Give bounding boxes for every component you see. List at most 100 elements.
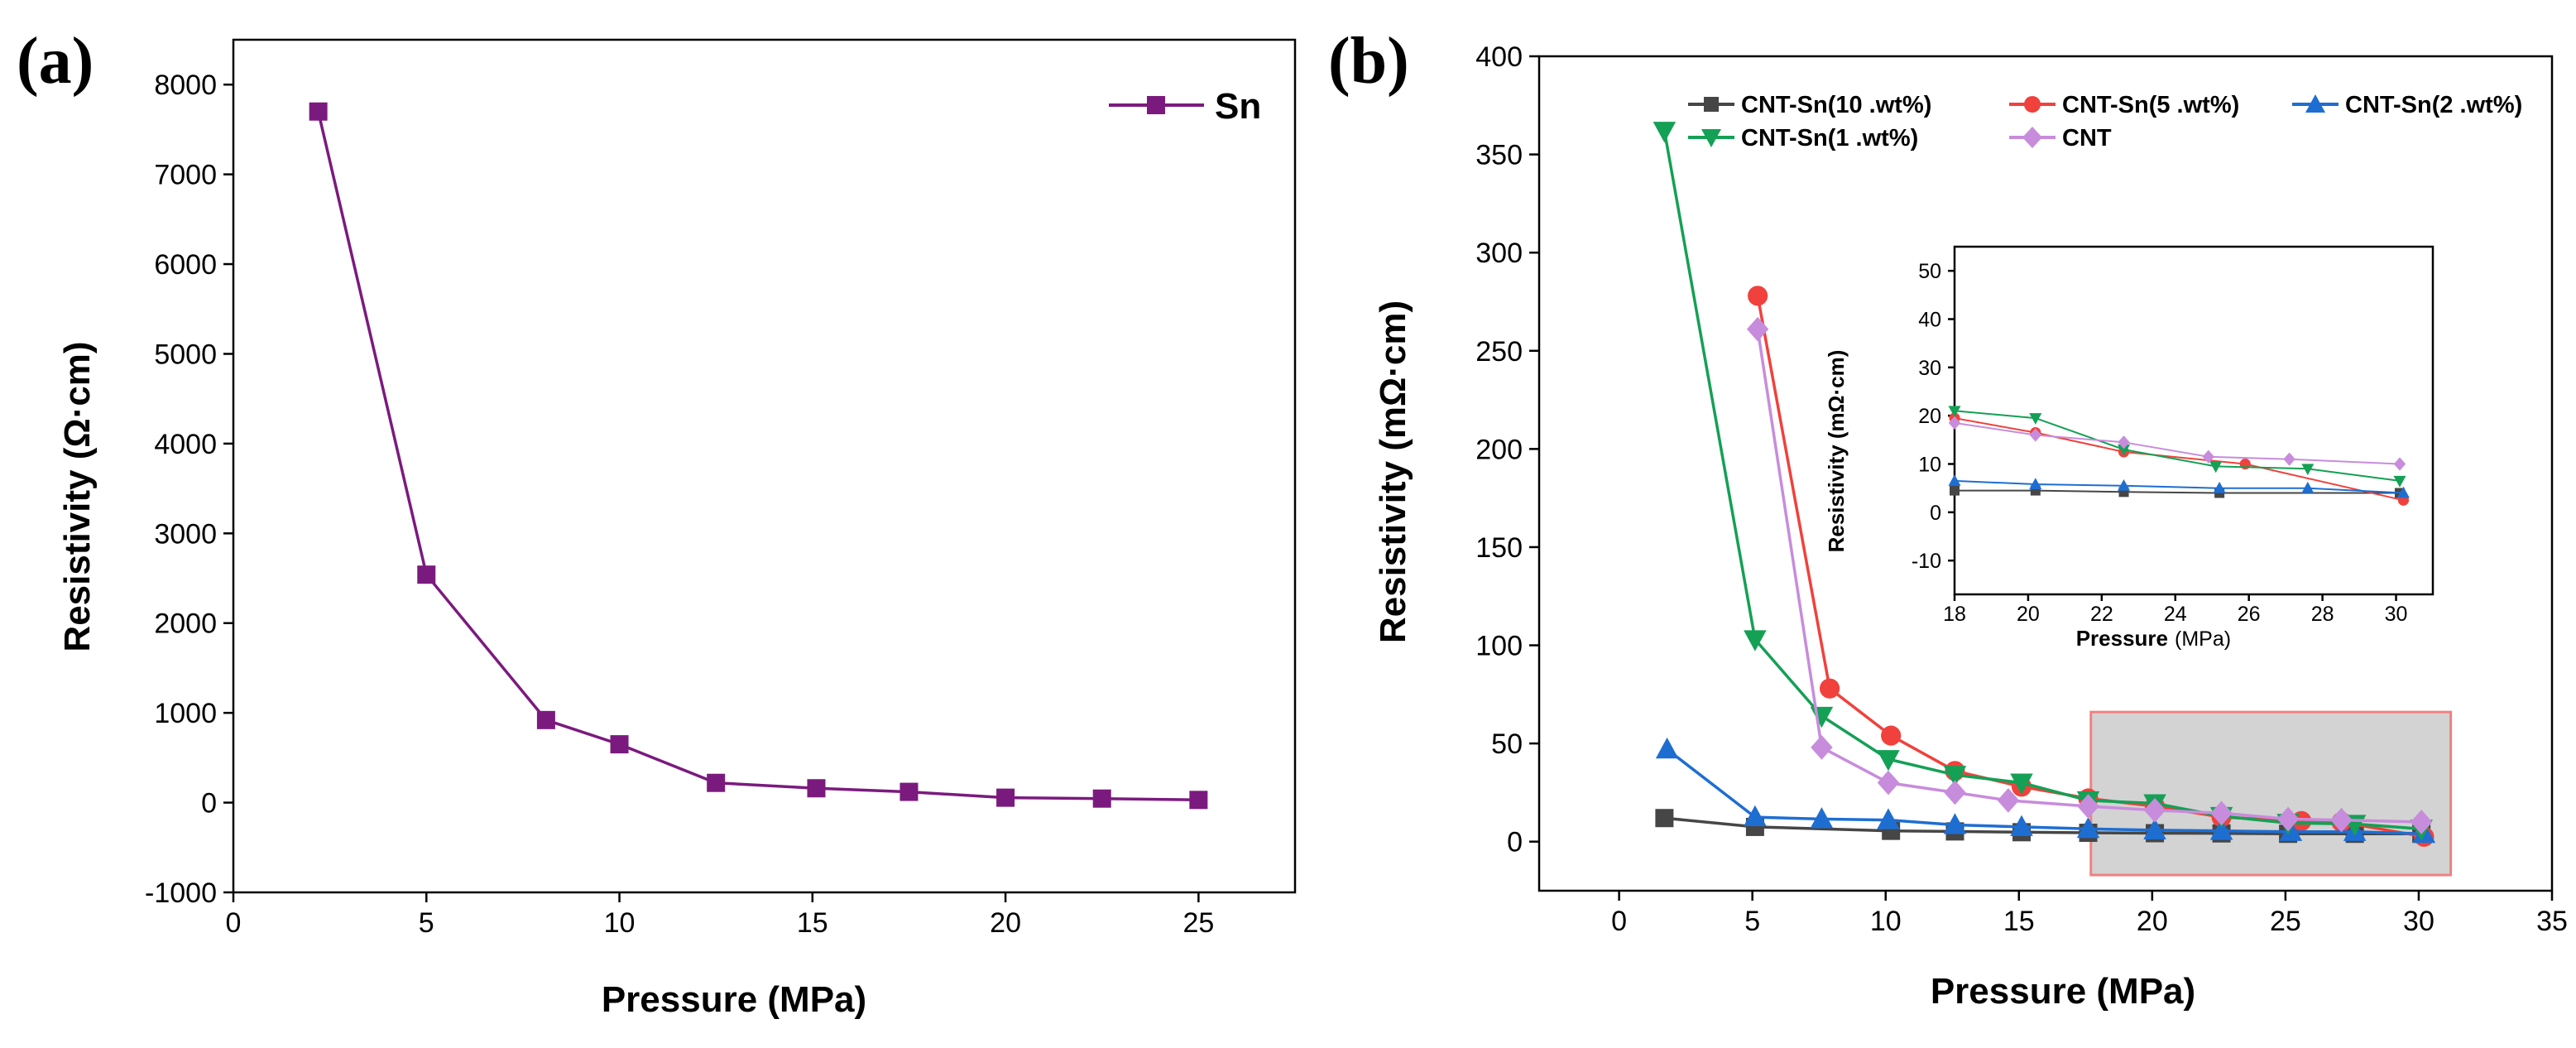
inset-series-cnt [1948, 416, 2406, 471]
legend-cnt-sn-1-marker [1701, 129, 1721, 147]
panel-b-y-tick-label: 350 [1475, 140, 1523, 171]
inset-point-cnt-sn-1-wt [2209, 461, 2223, 474]
inset-x-tick-label: 22 [2090, 603, 2113, 626]
panel-a-y-tick-label: 8000 [154, 70, 217, 101]
panel-b-legend: CNT-Sn(10 .wt%) CNT-Sn(5 .wt%) CNT-Sn(2 … [1688, 92, 2522, 151]
panel-b-point-cnt [2276, 806, 2300, 832]
inset-point-cnt-sn-1-wt [2393, 475, 2406, 488]
panel-a-frame [232, 38, 1297, 894]
panel-a-point-sn [707, 773, 726, 792]
legend-cnt-sn-10-label: CNT-Sn(10 .wt%) [1741, 92, 1931, 118]
legend-sn-label: Sn [1215, 86, 1261, 127]
inset-point-cnt [2118, 435, 2130, 449]
panel-b-point-cnt [1944, 780, 1966, 805]
inset-point-cnt-sn-2-wt [2396, 486, 2410, 498]
panel-a-point-sn [536, 710, 555, 729]
inset-point-cnt-sn-10-wt [1950, 485, 1960, 496]
inset-point-cnt-sn-2-wt [2301, 481, 2315, 493]
inset-point-cnt-sn-1-wt [2029, 413, 2042, 425]
panel-b-line-cnt-sn-2-wt [1666, 748, 2425, 835]
panel-b-x-tick-label: 30 [2403, 906, 2434, 937]
inset-x-tick-label: 20 [2017, 603, 2040, 626]
legend-cnt-sn-2-marker [2305, 94, 2325, 113]
panel-b-point-cnt-sn-2-wt [1655, 737, 1679, 759]
panel-a-y-tick-label: 2000 [154, 608, 217, 640]
panel-b-point-cnt [2210, 800, 2233, 826]
panel-b-y-tick-label: 400 [1475, 41, 1523, 73]
panel-b-y-tick-label: 100 [1475, 631, 1523, 662]
panel-a-point-sn [996, 788, 1015, 807]
legend-cnt-sn-10-marker [1704, 97, 1719, 112]
panel-a-x-tick-label: 0 [226, 907, 242, 939]
panel-a-label: (a) [17, 25, 94, 98]
inset-line-cnt-sn-1-wt [1954, 410, 2401, 482]
inset-x-tick-label: 18 [1943, 603, 1966, 626]
panel-b-point-cnt-sn-5-wt [1748, 286, 1768, 306]
panel-b-x-tick-label: 35 [2536, 906, 2568, 937]
panel-b-point-cnt-sn-1-wt [1877, 750, 1900, 772]
panel-b-x-tick-label: 15 [2003, 906, 2035, 937]
panel-b-series-cnt [1746, 316, 2433, 834]
panel-b-point-cnt [1811, 735, 1833, 760]
panel-b-point-cnt-sn-2-wt [2010, 815, 2033, 836]
panel-b-point-cnt [1877, 770, 1900, 796]
inset-point-cnt [2393, 457, 2406, 471]
panel-b-x-tick-label: 10 [1870, 906, 1902, 937]
panel-a-y-tick-label: 1000 [154, 698, 217, 729]
inset-x-axis-title: Pressure [2076, 626, 2168, 651]
panel-b-line-cnt-sn-1-wt [1662, 130, 2422, 831]
panel-a-point-sn [309, 102, 328, 121]
inset-y-tick-label: 40 [1918, 309, 1941, 332]
inset-series-cnt-sn-1-wt [1948, 406, 2406, 488]
panel-b-y-tick-label: 250 [1475, 336, 1523, 368]
panel-a-x-axis-title: Pressure (MPa) [602, 979, 866, 1020]
panel-b-y-tick-label: 300 [1475, 238, 1523, 269]
inset-x-tick-label: 28 [2311, 603, 2334, 626]
panel-a-point-sn [610, 735, 629, 754]
panel-b-y-tick-label: 200 [1475, 434, 1523, 465]
panel-b-point-cnt-sn-2-wt [2143, 818, 2166, 839]
inset-y-tick-label: 0 [1930, 502, 1941, 525]
inset-point-cnt [1948, 416, 1961, 430]
panel-b-point-cnt [2410, 810, 2433, 834]
panel-b-y-tick-label: 0 [1507, 827, 1523, 858]
inset-y-tick-label: -10 [1912, 550, 1941, 573]
panel-b-y-tick-label: 150 [1475, 532, 1523, 564]
inset-x-tick-label: 26 [2238, 603, 2261, 626]
inset-point-cnt-sn-1-wt [1948, 406, 1961, 418]
panel-a-y-tick-label: 5000 [154, 339, 217, 370]
panel-a-x-tick-label: 15 [797, 907, 828, 939]
panel-b-point-cnt-sn-2-wt [1943, 813, 1967, 834]
legend-cnt-sn-5: CNT-Sn(5 .wt%) [2009, 92, 2239, 118]
panel-a-x-tick-label: 20 [990, 907, 1021, 939]
panel-a-point-sn [899, 782, 919, 801]
panel-a-line-sn [316, 111, 1199, 802]
inset-point-cnt [2202, 449, 2214, 464]
legend-cnt: CNT [2009, 125, 2112, 151]
panel-b-point-cnt-sn-5-wt [1881, 725, 1902, 746]
panel-b-point-cnt-sn-1-wt [2010, 773, 2033, 795]
panel-a-y-tick-label: 6000 [154, 249, 217, 281]
panel-b-label: (b) [1328, 25, 1409, 98]
panel-b-point-cnt-sn-2-wt [1744, 805, 1767, 827]
panel-b-point-cnt-sn-10-wt [1655, 809, 1674, 828]
panel-a-legend: Sn [1109, 86, 1261, 127]
panel-a-point-sn [807, 779, 826, 798]
panel-b-point-cnt [2330, 807, 2353, 833]
legend-cnt-label: CNT [2062, 125, 2112, 151]
panel-b-point-cnt-sn-1-wt [1744, 630, 1767, 651]
panel-a-series-sn [309, 102, 1208, 810]
inset-y-tick-label: 30 [1918, 357, 1941, 380]
panel-b-point-cnt-sn-2-wt [1877, 808, 1900, 829]
panel-b-point-cnt-sn-2-wt [2076, 816, 2100, 839]
panel-b-point-cnt-sn-5-wt [1819, 678, 1840, 699]
panel-b-point-cnt-sn-1-wt [1810, 706, 1834, 728]
panel-a-x-tick-label: 25 [1182, 907, 1214, 939]
panel-a-y-tick-label: 0 [201, 788, 217, 820]
panel-b-x-tick-label: 20 [2137, 906, 2168, 937]
panel-b-x-tick-label: 5 [1744, 906, 1760, 937]
inset-point-cnt-sn-2-wt [2029, 478, 2042, 489]
legend-cnt-sn-1: CNT-Sn(1 .wt%) [1688, 125, 1918, 151]
inset-x-axis-unit: (MPa) [2175, 627, 2231, 651]
